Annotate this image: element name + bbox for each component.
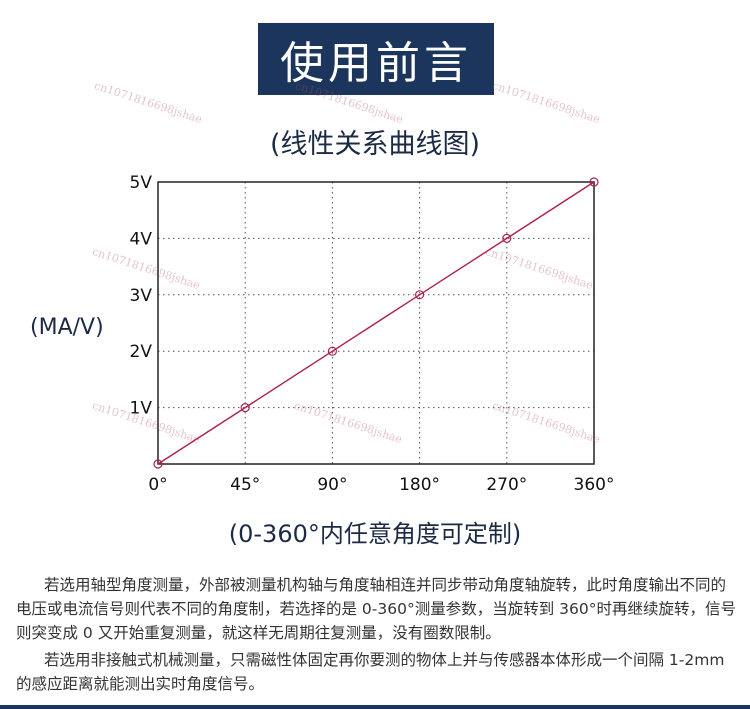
- series: [153, 177, 599, 469]
- y-tick-label: 2V: [130, 342, 153, 362]
- y-tick-label: 5V: [130, 173, 153, 193]
- tick-labels: 0° 45° 90° 180° 270° 360° 1V 2V 3V 4V 5V: [130, 173, 615, 495]
- y-tick-label: 1V: [130, 399, 153, 419]
- chart-title: (线性关系曲线图): [269, 129, 481, 160]
- data-point: [502, 233, 512, 243]
- grid: [158, 182, 594, 464]
- description-paragraph-2: 若选用非接触式机械测量，只需磁性体固定再你要测的物体上并与传感器本体形成一个间隔…: [16, 651, 725, 693]
- bottom-divider: [0, 705, 750, 709]
- x-tick-label: 90°: [317, 475, 347, 495]
- series-line: [157, 181, 595, 465]
- page-title: 使用前言: [258, 23, 494, 95]
- x-tick-label: 360°: [574, 475, 615, 495]
- x-tick-label: 45°: [230, 475, 260, 495]
- y-axis-label: (MA/V): [30, 315, 104, 340]
- data-point: [415, 290, 425, 300]
- y-tick-label: 4V: [130, 229, 153, 249]
- description-paragraph-1: 若选用轴型角度测量，外部被测量机构轴与角度轴相连并同步带动角度轴旋转，此时角度输…: [16, 576, 736, 642]
- x-tick-label: 180°: [399, 475, 440, 495]
- data-point: [240, 403, 250, 413]
- y-tick-label: 3V: [130, 286, 153, 306]
- data-point: [327, 346, 337, 356]
- range-caption: (0-360°内任意角度可定制): [228, 520, 522, 548]
- data-point: [153, 459, 163, 469]
- x-tick-label: 270°: [486, 475, 527, 495]
- x-tick-label: 0°: [148, 475, 167, 495]
- data-point: [589, 177, 599, 187]
- plot-frame: [157, 181, 595, 465]
